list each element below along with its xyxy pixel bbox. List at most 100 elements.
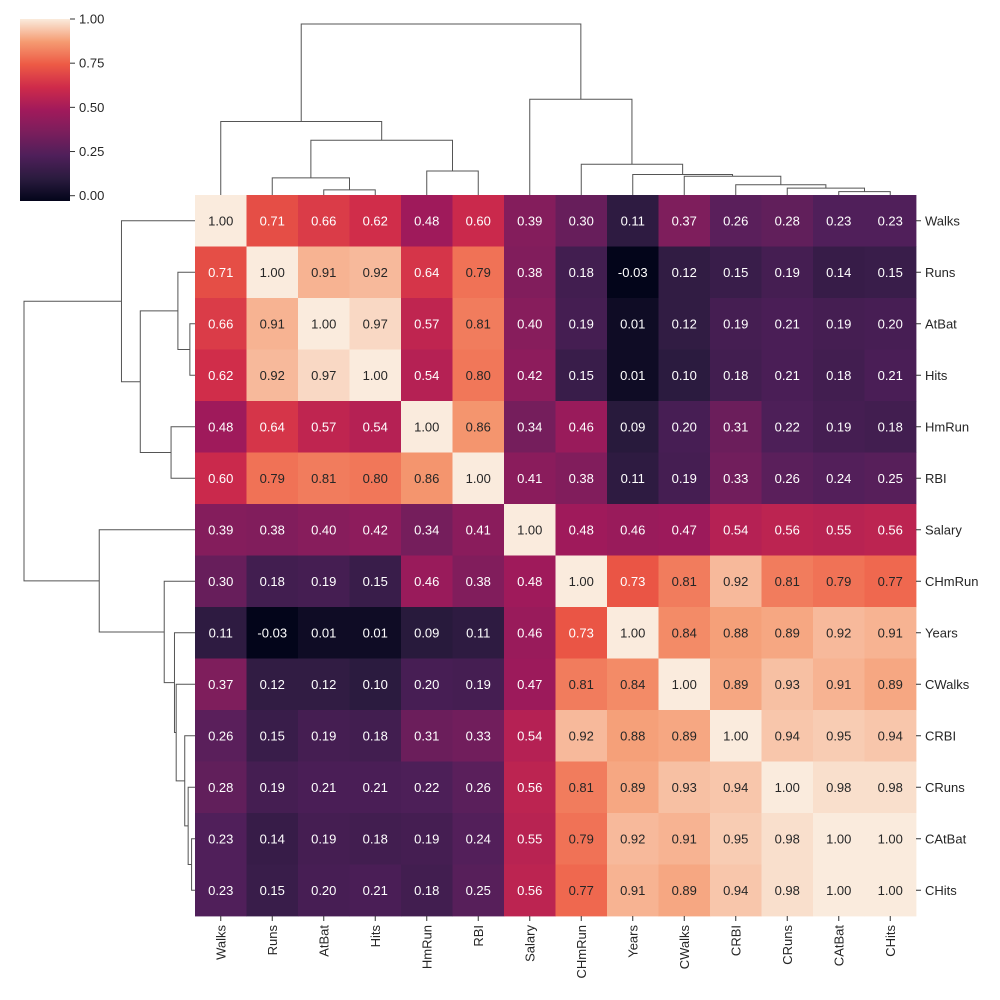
x-tick-label: Hits — [368, 925, 383, 948]
y-tick-label: AtBat — [925, 316, 957, 331]
heatmap-cell — [607, 349, 659, 402]
cell-value-label: 0.11 — [209, 625, 233, 640]
cell-value-label: 0.81 — [311, 471, 336, 486]
heatmap-cell — [607, 195, 659, 247]
cell-value-label: 0.91 — [311, 265, 336, 280]
cell-value-label: 0.42 — [363, 522, 388, 537]
cell-value-label: 0.18 — [878, 419, 903, 434]
heatmap-cell — [761, 710, 814, 762]
heatmap-cell — [710, 864, 762, 917]
cell-value-label: 0.91 — [620, 883, 645, 898]
dendrogram-link — [300, 23, 582, 122]
heatmap-cell — [761, 452, 814, 505]
cell-value-label: 0.54 — [363, 419, 388, 434]
heatmap-cell — [813, 401, 865, 453]
cell-value-label: 0.81 — [672, 574, 697, 589]
cell-value-label: 0.55 — [517, 831, 542, 846]
heatmap-cell — [710, 555, 762, 608]
cell-value-label: 0.81 — [775, 574, 800, 589]
heatmap-cell — [401, 864, 453, 917]
cell-value-label: 0.15 — [569, 368, 594, 383]
cell-value-label: 0.25 — [466, 883, 491, 898]
cell-value-label: 0.30 — [208, 574, 233, 589]
cell-value-label: 0.19 — [826, 419, 851, 434]
heatmap-cell — [401, 401, 453, 453]
cell-value-label: 0.73 — [620, 574, 645, 589]
heatmap-cell — [813, 555, 865, 608]
heatmap-cell — [298, 504, 350, 556]
cell-value-label: 1.00 — [878, 831, 903, 846]
cell-value-label: 0.09 — [620, 419, 645, 434]
cell-value-label: 0.77 — [878, 574, 903, 589]
heatmap-cell — [452, 452, 505, 505]
heatmap-cell — [195, 195, 247, 247]
cell-value-label: 0.88 — [620, 728, 645, 743]
heatmap-cell — [504, 864, 556, 917]
cell-value-label: 0.31 — [723, 419, 748, 434]
heatmap-cell — [607, 658, 659, 711]
cell-value-label: 0.12 — [260, 677, 285, 692]
cell-value-label: 0.60 — [208, 471, 233, 486]
heatmap-cell — [349, 298, 402, 350]
heatmap-cell — [658, 864, 711, 917]
cell-value-label: 0.54 — [414, 368, 439, 383]
heatmap-cell — [452, 504, 505, 556]
cell-value-label: 0.89 — [723, 677, 748, 692]
cell-value-label: 0.19 — [826, 316, 851, 331]
heatmap-cell — [761, 813, 814, 865]
cell-value-label: 0.64 — [260, 419, 285, 434]
heatmap-cell — [504, 349, 556, 402]
heatmap-cell — [864, 504, 917, 556]
cell-value-label: 0.92 — [363, 265, 388, 280]
heatmap-cell — [658, 452, 711, 505]
dendrogram-link — [220, 120, 383, 195]
heatmap-cell — [349, 761, 402, 814]
heatmap-cell — [504, 452, 556, 505]
heatmap-cell — [710, 349, 762, 402]
cell-value-label: 0.39 — [208, 522, 233, 537]
cell-value-label: 0.48 — [517, 574, 542, 589]
dendrogram-link — [310, 139, 453, 178]
heatmap-cell — [813, 246, 865, 299]
cell-value-label: 0.95 — [723, 831, 748, 846]
colorbar-tick-label: 1.00 — [79, 12, 104, 27]
dendrogram-link — [838, 191, 891, 195]
cell-value-label: 0.11 — [466, 625, 490, 640]
cell-value-label: 0.24 — [826, 471, 851, 486]
x-tick-label: HmRun — [419, 925, 434, 969]
heatmap-cell — [710, 607, 762, 659]
cell-value-label: 0.95 — [826, 728, 851, 743]
heatmap-cell — [195, 504, 247, 556]
cell-value-label: 0.31 — [414, 728, 439, 743]
heatmap-cell — [864, 452, 917, 505]
heatmap-cell — [452, 607, 505, 659]
cell-value-label: 0.20 — [672, 419, 697, 434]
heatmap-cell — [864, 195, 917, 247]
cell-value-label: 0.39 — [517, 213, 542, 228]
heatmap-cell — [246, 813, 299, 865]
heatmap-cell — [710, 813, 762, 865]
heatmap-cell — [504, 555, 556, 608]
y-tick-label: CRBI — [925, 728, 956, 743]
heatmap-cell — [710, 401, 762, 453]
y-tick-label: Salary — [925, 522, 962, 537]
heatmap-cell — [813, 761, 865, 814]
cell-value-label: 0.19 — [723, 316, 748, 331]
heatmap-cell — [504, 246, 556, 299]
heatmap-cell — [607, 761, 659, 814]
y-tick-label: CWalks — [925, 677, 970, 692]
heatmap-cell — [864, 761, 917, 814]
heatmap-cell — [504, 298, 556, 350]
cell-value-label: 0.40 — [517, 316, 542, 331]
cell-value-label: 0.37 — [208, 677, 233, 692]
heatmap-cell — [761, 504, 814, 556]
heatmap-cell — [864, 658, 917, 711]
heatmap-cell — [298, 555, 350, 608]
heatmap-cell — [607, 607, 659, 659]
cell-value-label: 0.34 — [517, 419, 542, 434]
heatmap-cell — [555, 401, 608, 453]
heatmap-cell — [195, 555, 247, 608]
cell-value-label: 0.91 — [672, 831, 697, 846]
cell-value-label: 0.54 — [723, 522, 748, 537]
heatmap-cell — [195, 761, 247, 814]
